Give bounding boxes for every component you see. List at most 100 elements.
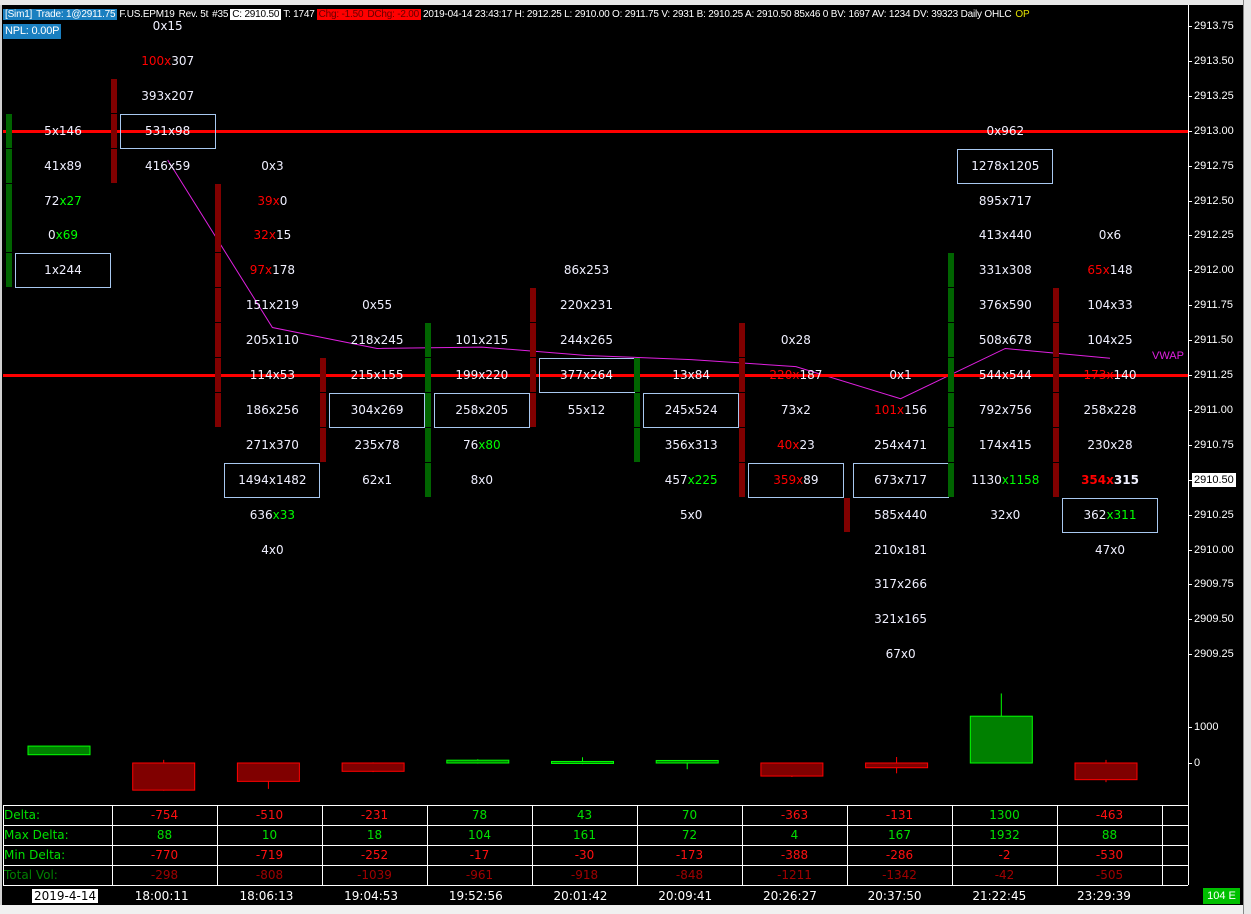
footprint-cell[interactable]: 244x265 — [537, 333, 637, 347]
footprint-cell[interactable]: 235x78 — [327, 438, 427, 452]
footprint-cell[interactable]: 100x307 — [118, 54, 218, 68]
footprint-cell[interactable]: 32x0 — [955, 508, 1055, 522]
footprint-cell[interactable]: 895x717 — [955, 194, 1055, 208]
footprint-cell[interactable]: 104x33 — [1060, 298, 1160, 312]
ask-volume: 307 — [171, 53, 195, 68]
footprint-cell[interactable]: 0x6 — [1060, 228, 1160, 242]
footprint-cell[interactable]: 673x717 — [851, 473, 951, 487]
footprint-cell[interactable]: 220x187 — [746, 368, 846, 382]
footprint-cell[interactable]: 67x0 — [851, 647, 951, 661]
price-label: 2911.00 — [1194, 403, 1233, 416]
footprint-cell[interactable]: 65x148 — [1060, 263, 1160, 277]
footprint-cell[interactable]: 5x146 — [13, 124, 113, 138]
footprint-cell[interactable]: 0x3 — [222, 159, 322, 173]
table-cell: 70 — [681, 808, 698, 822]
footprint-cell[interactable]: 205x110 — [222, 333, 322, 347]
level-line — [3, 129, 1188, 133]
footprint-cell[interactable]: 1278x1205 — [955, 159, 1055, 173]
footprint-cell[interactable]: 254x471 — [851, 438, 951, 452]
footprint-cell[interactable]: 104x25 — [1060, 333, 1160, 347]
table-row-label: Min Delta: — [4, 848, 66, 862]
footprint-cell[interactable]: 186x256 — [222, 403, 322, 417]
footprint-cell[interactable]: 73x2 — [746, 403, 846, 417]
ask-volume: 15 — [167, 19, 183, 33]
footprint-cell[interactable]: 457x225 — [641, 473, 741, 487]
footprint-cell[interactable]: 215x155 — [327, 368, 427, 382]
footprint-cell[interactable]: 531x98 — [118, 124, 218, 138]
footprint-cell[interactable]: 354x315 — [1060, 473, 1160, 487]
footprint-cell[interactable]: 317x266 — [851, 577, 951, 591]
footprint-cell[interactable]: 151x219 — [222, 298, 322, 312]
footprint-cell[interactable]: 585x440 — [851, 508, 951, 522]
footprint-cell[interactable]: 199x220 — [432, 368, 532, 382]
bar-body-segment — [948, 462, 955, 497]
footprint-cell[interactable]: 101x215 — [432, 333, 532, 347]
footprint-cell[interactable]: 245x524 — [641, 403, 741, 417]
window-left-border — [0, 5, 2, 905]
footprint-cell[interactable]: 40x23 — [746, 438, 846, 452]
footprint-cell[interactable]: 55x12 — [537, 403, 637, 417]
footprint-cell[interactable]: 508x678 — [955, 333, 1055, 347]
footprint-cell[interactable]: 416x59 — [118, 159, 218, 173]
footprint-cell[interactable]: 86x253 — [537, 263, 637, 277]
footprint-cell[interactable]: 792x756 — [955, 403, 1055, 417]
table-gridline — [1188, 805, 1189, 885]
footprint-cell[interactable]: 13x84 — [641, 368, 741, 382]
footprint-cell[interactable]: 258x205 — [432, 403, 532, 417]
footprint-cell[interactable]: 97x178 — [222, 263, 322, 277]
footprint-cell[interactable]: 32x15 — [222, 228, 322, 242]
footprint-cell[interactable]: 76x80 — [432, 438, 532, 452]
footprint-cell[interactable]: 72x27 — [13, 194, 113, 208]
footprint-cell[interactable]: 393x207 — [118, 89, 218, 103]
ask-volume: 187 — [799, 368, 823, 382]
footprint-cell[interactable]: 1130x1158 — [955, 473, 1055, 487]
bar-body-segment — [215, 288, 222, 323]
footprint-cell[interactable]: 8x0 — [432, 473, 532, 487]
delta-candle-body — [551, 760, 614, 764]
footprint-cell[interactable]: 220x231 — [537, 298, 637, 312]
bid-volume: 32 — [990, 507, 1006, 522]
footprint-cell[interactable]: 174x415 — [955, 438, 1055, 452]
footprint-cell[interactable]: 331x308 — [955, 263, 1055, 277]
footprint-cell[interactable]: 62x1 — [327, 473, 427, 487]
footprint-cell[interactable]: 413x440 — [955, 228, 1055, 242]
footprint-cell[interactable]: 5x0 — [641, 508, 741, 522]
footprint-cell[interactable]: 0x1 — [851, 368, 951, 382]
footprint-cell[interactable]: 359x89 — [746, 473, 846, 487]
footprint-cell[interactable]: 1494x1482 — [222, 473, 322, 487]
footprint-plot[interactable] — [0, 0, 1188, 890]
footprint-cell[interactable]: 377x264 — [537, 368, 637, 382]
bid-volume: 271 — [245, 437, 269, 452]
table-row-label: Delta: — [4, 808, 41, 822]
footprint-cell[interactable]: 1x244 — [13, 263, 113, 277]
footprint-cell[interactable]: 39x0 — [222, 194, 322, 208]
footprint-cell[interactable]: 362x311 — [1060, 508, 1160, 522]
footprint-cell[interactable]: 0x28 — [746, 333, 846, 347]
footprint-cell[interactable]: 114x53 — [222, 368, 322, 382]
footprint-cell[interactable]: 356x313 — [641, 438, 741, 452]
footprint-cell[interactable]: 101x156 — [851, 403, 951, 417]
footprint-cell[interactable]: 0x55 — [327, 298, 427, 312]
footprint-cell[interactable]: 173x140 — [1060, 368, 1160, 382]
footprint-cell[interactable]: 4x0 — [222, 543, 322, 557]
footprint-cell[interactable]: 258x228 — [1060, 403, 1160, 417]
footprint-cell[interactable]: 0x69 — [13, 228, 113, 242]
footprint-cell[interactable]: 218x245 — [327, 333, 427, 347]
footprint-cell[interactable]: 271x370 — [222, 438, 322, 452]
footprint-cell[interactable]: 230x28 — [1060, 438, 1160, 452]
footprint-cell[interactable]: 210x181 — [851, 543, 951, 557]
horizontal-scrollbar[interactable] — [0, 905, 1243, 914]
footprint-cell[interactable]: 0x962 — [955, 124, 1055, 138]
footprint-cell[interactable]: 321x165 — [851, 612, 951, 626]
footprint-cell[interactable]: 544x544 — [955, 368, 1055, 382]
footprint-cell[interactable]: 304x269 — [327, 403, 427, 417]
delta-candle-body — [341, 762, 405, 772]
footprint-cell[interactable]: 41x89 — [13, 159, 113, 173]
footprint-cell[interactable]: 47x0 — [1060, 543, 1160, 557]
footprint-cell[interactable]: 376x590 — [955, 298, 1055, 312]
footprint-cell[interactable]: 636x33 — [222, 508, 322, 522]
footprint-cell[interactable]: 0x15 — [118, 19, 218, 33]
vertical-scrollbar[interactable] — [1243, 0, 1251, 914]
table-gridline — [3, 805, 4, 885]
